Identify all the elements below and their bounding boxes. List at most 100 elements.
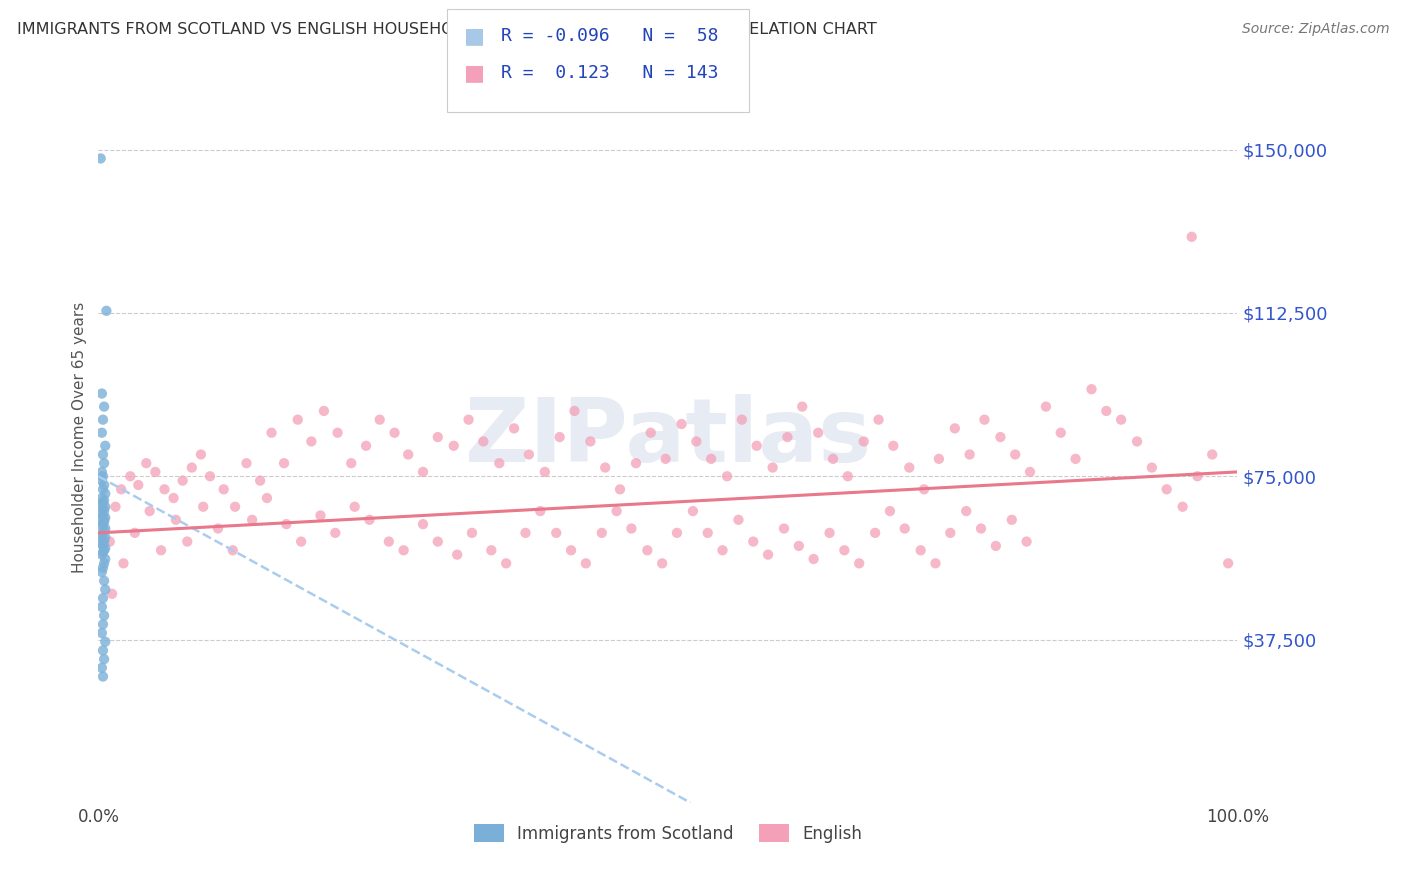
Point	[91, 495, 114, 509]
Point	[671, 417, 693, 431]
Point	[609, 483, 631, 497]
Point	[193, 500, 215, 514]
Point	[1001, 513, 1024, 527]
Point	[762, 460, 785, 475]
Point	[803, 552, 825, 566]
Point	[384, 425, 406, 440]
Point	[354, 439, 377, 453]
Point	[636, 543, 658, 558]
Point	[93, 524, 115, 538]
Point	[94, 486, 117, 500]
Point	[593, 460, 616, 475]
Point	[882, 439, 904, 453]
Point	[224, 500, 246, 514]
Point	[696, 525, 718, 540]
Point	[94, 530, 117, 544]
Point	[534, 465, 557, 479]
Point	[1035, 400, 1057, 414]
Point	[1019, 465, 1042, 479]
Point	[91, 448, 114, 462]
Point	[91, 508, 114, 523]
Point	[212, 483, 235, 497]
Point	[90, 498, 112, 512]
Point	[90, 519, 112, 533]
Point	[529, 504, 551, 518]
Point	[515, 525, 537, 540]
Point	[731, 412, 754, 426]
Point	[1181, 229, 1204, 244]
Point	[120, 469, 142, 483]
Point	[91, 669, 114, 683]
Point	[792, 400, 814, 414]
Point	[93, 557, 115, 571]
Point	[91, 643, 114, 657]
Point	[222, 543, 245, 558]
Point	[93, 574, 115, 588]
Point	[479, 543, 502, 558]
Point	[939, 525, 962, 540]
Point	[207, 521, 229, 535]
Point	[190, 448, 212, 462]
Point	[176, 534, 198, 549]
Point	[172, 474, 194, 488]
Point	[290, 534, 312, 549]
Point	[990, 430, 1012, 444]
Point	[90, 661, 112, 675]
Point	[591, 525, 613, 540]
Point	[276, 517, 298, 532]
Point	[984, 539, 1007, 553]
Point	[1064, 451, 1087, 466]
Point	[165, 513, 187, 527]
Point	[564, 404, 586, 418]
Point	[606, 504, 628, 518]
Point	[90, 425, 112, 440]
Point	[787, 539, 810, 553]
Point	[91, 591, 114, 606]
Point	[821, 451, 844, 466]
Point	[93, 400, 115, 414]
Point	[94, 541, 117, 555]
Point	[446, 548, 468, 562]
Point	[91, 502, 114, 516]
Point	[776, 430, 799, 444]
Point	[112, 557, 135, 571]
Point	[94, 510, 117, 524]
Point	[91, 525, 114, 540]
Point	[1095, 404, 1118, 418]
Text: R = -0.096   N =  58: R = -0.096 N = 58	[501, 27, 718, 45]
Point	[898, 460, 921, 475]
Text: R =  0.123   N = 143: R = 0.123 N = 143	[501, 64, 718, 82]
Point	[1201, 448, 1223, 462]
Point	[91, 539, 114, 553]
Point	[90, 152, 112, 166]
Point	[90, 386, 112, 401]
Point	[93, 534, 115, 549]
Point	[90, 465, 112, 479]
Point	[955, 504, 977, 518]
Point	[93, 608, 115, 623]
Point	[104, 500, 127, 514]
Point	[1126, 434, 1149, 449]
Point	[959, 448, 981, 462]
Point	[868, 412, 890, 426]
Point	[488, 456, 510, 470]
Point	[93, 504, 115, 518]
Point	[235, 456, 257, 470]
Point	[93, 493, 115, 508]
Y-axis label: Householder Income Over 65 years: Householder Income Over 65 years	[72, 301, 87, 573]
Point	[1109, 412, 1132, 426]
Point	[93, 478, 115, 492]
Point	[323, 525, 346, 540]
Point	[94, 634, 117, 648]
Point	[94, 552, 117, 566]
Point	[910, 543, 932, 558]
Point	[91, 560, 114, 574]
Point	[91, 469, 114, 483]
Point	[575, 557, 598, 571]
Point	[654, 451, 676, 466]
Point	[852, 434, 875, 449]
Point	[378, 534, 401, 549]
Point	[150, 543, 173, 558]
Point	[426, 430, 449, 444]
Point	[1049, 425, 1071, 440]
